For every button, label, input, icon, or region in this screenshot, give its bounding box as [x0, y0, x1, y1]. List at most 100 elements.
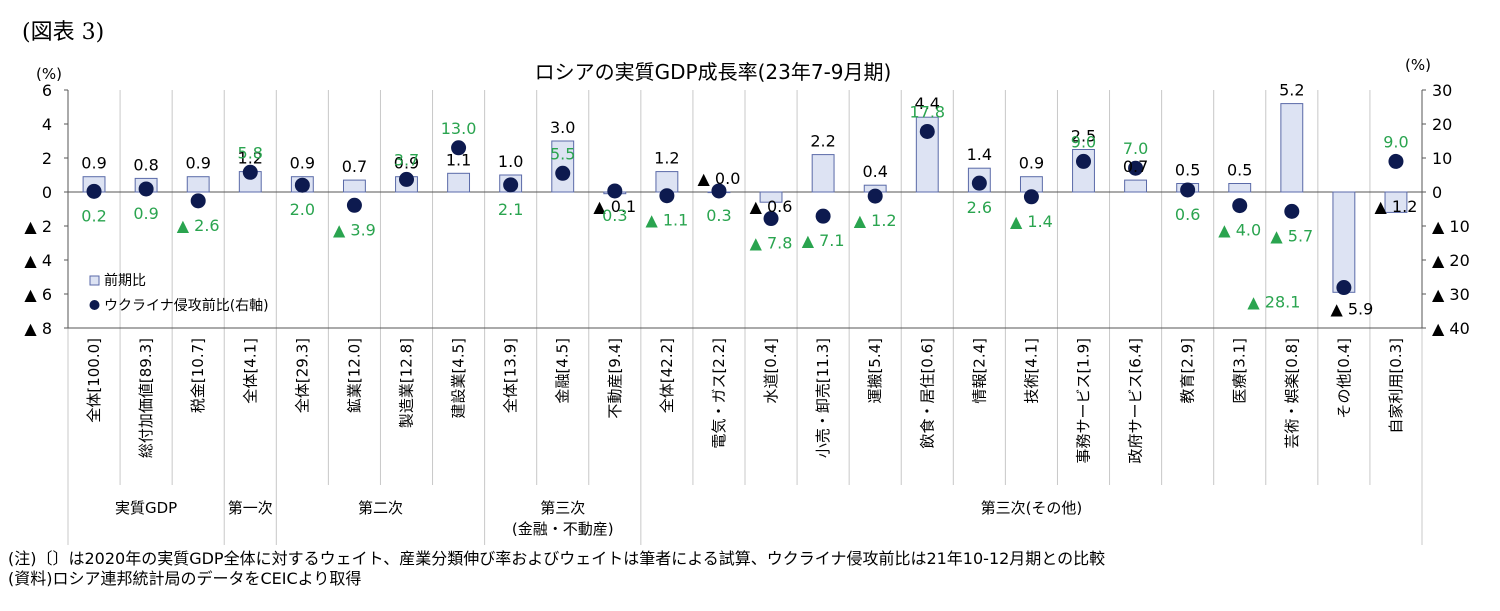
- pre-invasion-label: ▲ 1.2: [854, 211, 897, 230]
- legend-dot-label: ウクライナ侵攻前比(右軸): [104, 297, 269, 314]
- pre-invasion-dot: [1232, 198, 1248, 214]
- qoq-bar: [1332, 191, 1356, 293]
- pre-invasion-label: ▲ 2.6: [177, 216, 220, 235]
- group-label: 実質GDP: [115, 499, 177, 517]
- notes: (注)〔〕は2020年の実質GDP全体に対するウェイト、産業分類伸び率およびウェ…: [8, 549, 1105, 589]
- qoq-value-label: 0.9: [81, 154, 106, 173]
- pre-invasion-dot: [346, 197, 362, 213]
- pre-invasion-label: ▲ 1.4: [1010, 212, 1053, 231]
- category-label: 総付加価値[89.3]: [137, 338, 155, 458]
- category-label: 全体[42.2]: [658, 338, 676, 413]
- right-tick-label: ▲ 40: [1432, 319, 1470, 338]
- qoq-bar: [759, 191, 783, 203]
- qoq-value-label: 1.0: [498, 152, 523, 171]
- pre-invasion-dot: [711, 183, 727, 199]
- pre-invasion-dot: [190, 193, 206, 209]
- qoq-value-label: 0.7: [1123, 157, 1148, 176]
- qoq-bar: [1384, 191, 1408, 213]
- category-label: 電気・ガス[2.2]: [710, 338, 728, 449]
- pre-invasion-dot: [1076, 153, 1091, 169]
- pre-invasion-dot: [399, 171, 414, 187]
- pre-invasion-label: ▲ 4.0: [1218, 221, 1261, 240]
- qoq-value-label: 0.9: [185, 154, 210, 173]
- qoq-bar: [186, 176, 210, 193]
- qoq-value-label: 0.9: [394, 154, 419, 173]
- category-label: 建設業[4.5]: [450, 338, 468, 419]
- pre-invasion-label: 5.8: [238, 143, 263, 162]
- pre-invasion-dot: [242, 164, 258, 180]
- pre-invasion-label: 9.0: [1383, 132, 1408, 151]
- legend-bar-swatch: [89, 275, 100, 286]
- category-label: 政府サービス[6.4]: [1127, 338, 1145, 464]
- pre-invasion-dot: [1180, 182, 1196, 198]
- pre-invasion-label: 0.3: [602, 206, 627, 225]
- group-label: 第三次(その他): [981, 499, 1083, 517]
- pre-invasion-dot: [815, 208, 831, 224]
- figure-label: (図表 3): [22, 20, 105, 45]
- pre-invasion-label: 9.0: [1071, 132, 1096, 151]
- category-label: 芸術・娯楽[0.8]: [1283, 338, 1301, 449]
- category-label: 税金[10.7]: [189, 338, 207, 413]
- qoq-value-label: 1.2: [654, 149, 679, 168]
- category-label: 全体[29.3]: [293, 338, 311, 413]
- pre-invasion-label: ▲ 7.1: [802, 231, 845, 250]
- pre-invasion-label: 5.5: [550, 144, 575, 163]
- note-line: (注)〔〕は2020年の実質GDP全体に対するウェイト、産業分類伸び率およびウェ…: [8, 549, 1106, 568]
- pre-invasion-dot: [919, 123, 935, 139]
- pre-invasion-dot: [971, 175, 987, 191]
- category-label: 水道[0.4]: [762, 338, 780, 404]
- legend-dot-swatch: [89, 300, 100, 310]
- pre-invasion-label: 2.0: [290, 200, 315, 219]
- left-tick-label: 4: [42, 115, 52, 134]
- qoq-value-label: 2.2: [810, 132, 835, 151]
- pre-invasion-dot: [451, 140, 467, 156]
- left-tick-label: ▲ 4: [24, 251, 52, 270]
- group-label: 第二次: [358, 499, 403, 517]
- category-label: 鉱業[12.0]: [345, 338, 363, 413]
- qoq-value-label: 1.2: [238, 149, 263, 168]
- qoq-bar: [1280, 103, 1304, 193]
- right-tick-label: ▲ 20: [1432, 251, 1470, 270]
- qoq-value-label: 0.8: [133, 155, 158, 174]
- category-label: 運搬[5.4]: [866, 338, 884, 404]
- category-label: その他[0.4]: [1335, 338, 1353, 419]
- left-axis-unit: (%): [36, 65, 62, 83]
- qoq-bar: [1124, 179, 1148, 193]
- qoq-value-label: 2.5: [1071, 127, 1096, 146]
- left-tick-label: ▲ 8: [24, 319, 52, 338]
- qoq-value-label: ▲ 0.0: [698, 169, 741, 188]
- qoq-value-label: ▲ 0.6: [750, 197, 793, 216]
- pre-invasion-dot: [294, 177, 310, 193]
- left-tick-label: 6: [42, 81, 52, 100]
- qoq-value-label: 4.4: [915, 94, 940, 113]
- left-tick-label: ▲ 6: [24, 285, 52, 304]
- left-tick-label: 2: [42, 149, 52, 168]
- pre-invasion-label: 2.1: [498, 200, 523, 219]
- qoq-value-label: 1.4: [967, 145, 992, 164]
- category-label: 技術[4.1]: [1022, 338, 1040, 404]
- category-label: 医療[3.1]: [1231, 338, 1249, 404]
- pre-invasion-dot: [555, 165, 571, 181]
- pre-invasion-label: 3.7: [394, 150, 419, 169]
- category-label: 金融[4.5]: [554, 338, 572, 404]
- qoq-bar: [447, 172, 471, 193]
- qoq-value-label: ▲ 1.2: [1375, 197, 1418, 216]
- qoq-value-label: ▲ 0.1: [593, 197, 636, 216]
- right-tick-label: ▲ 10: [1432, 217, 1470, 236]
- pre-invasion-dot: [1388, 153, 1404, 169]
- pre-invasion-dot: [1023, 189, 1039, 205]
- category-label: 全体[13.9]: [502, 338, 520, 413]
- qoq-value-label: 3.0: [550, 118, 575, 137]
- qoq-value-label: 0.9: [1019, 154, 1044, 173]
- pre-invasion-dot: [86, 183, 102, 199]
- category-label: 自家利用[0.3]: [1387, 338, 1405, 434]
- pre-invasion-dot: [763, 211, 779, 227]
- category-label: 情報[2.4]: [970, 338, 988, 404]
- pre-invasion-dot: [1128, 160, 1144, 176]
- legend-bar-label: 前期比: [104, 272, 146, 289]
- category-label: 全体[4.1]: [241, 338, 259, 404]
- group-label: (金融・不動産): [512, 520, 614, 538]
- category-label: 事務サービス[1.9]: [1075, 338, 1093, 464]
- qoq-value-label: 0.5: [1175, 161, 1200, 180]
